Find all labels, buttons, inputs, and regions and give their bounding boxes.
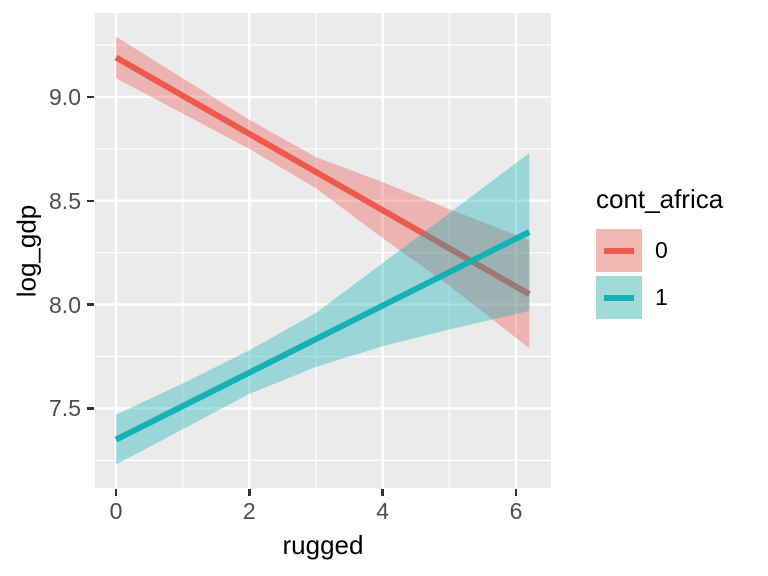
legend-item-0: 0 (596, 229, 723, 272)
x-tick-mark (114, 489, 118, 496)
legend-key-swatch (596, 229, 642, 272)
x-tick-label: 6 (509, 498, 523, 524)
y-tick-label: 8.0 (49, 291, 81, 318)
y-tick-label: 7.5 (49, 395, 81, 422)
y-tick-mark (87, 303, 94, 306)
y-axis-title: log_gdp (11, 204, 42, 297)
legend-label: 1 (655, 284, 668, 310)
legend-title: cont_africa (596, 184, 724, 214)
x-tick-mark (381, 489, 384, 496)
y-tick-mark (87, 95, 94, 99)
y-tick-label: 8.5 (49, 187, 81, 214)
x-tick-mark (248, 489, 251, 496)
y-tick-mark (87, 407, 94, 410)
legend-key-line (604, 247, 634, 254)
x-tick-label: 4 (376, 498, 390, 524)
trend-line-series-1 (114, 229, 531, 443)
trend-line-series-0 (114, 54, 531, 297)
legend-key-line (604, 294, 634, 301)
legend-key-swatch (596, 276, 642, 319)
y-tick-label: 9.0 (49, 83, 81, 110)
y-tick-mark (87, 199, 94, 202)
x-axis-title: rugged (282, 530, 364, 560)
legend-label: 0 (655, 237, 668, 263)
x-tick-label: 0 (109, 498, 123, 524)
plot-canvas (95, 13, 551, 488)
x-tick-mark (514, 489, 518, 496)
x-tick-label: 2 (242, 498, 256, 524)
legend-item-1: 1 (596, 276, 723, 319)
plot-panel (95, 13, 551, 488)
